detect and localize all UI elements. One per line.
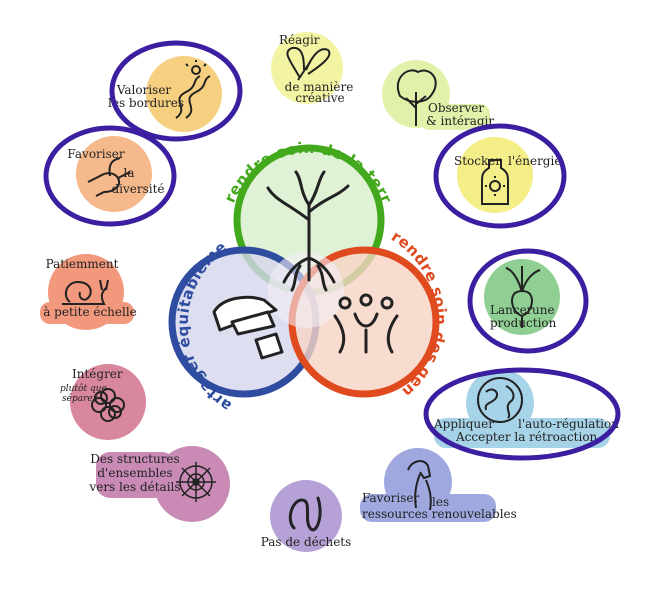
principle-observer-label-2: & intéragir bbox=[426, 114, 494, 128]
ethics-circles bbox=[168, 144, 440, 398]
principle-reagir-label-2: de manière bbox=[285, 80, 354, 94]
principle-reagir: Réagir de manière créative bbox=[271, 32, 353, 105]
principle-valoriser-label-1: Valoriser bbox=[116, 83, 172, 97]
principle-appliquer-label-3: Accepter la rétroaction bbox=[455, 430, 598, 444]
highlight-ring-valoriser bbox=[109, 40, 243, 142]
principle-patiemment: Patiemment à petite échelle bbox=[40, 254, 137, 330]
globe-icon bbox=[477, 377, 523, 423]
people-icon bbox=[333, 293, 399, 354]
principle-favoriser-diversite: Favoriser la diversité bbox=[67, 136, 165, 212]
highlight-ring-lancer bbox=[467, 248, 589, 354]
principle-lancer-label-3: production bbox=[490, 316, 557, 330]
principle-favoriser-ressources-label-1: Favoriser bbox=[362, 491, 420, 505]
principle-favoriser-ressources-label-3: ressources renouvelables bbox=[362, 507, 517, 521]
sharing-icon bbox=[212, 295, 284, 360]
principle-valoriser-label-2: les bordures bbox=[108, 96, 184, 110]
principle-appliquer-label-2: l'auto-régulation bbox=[518, 417, 619, 431]
radish-icon bbox=[505, 266, 541, 328]
principle-appliquer-label-1: Appliquer bbox=[433, 417, 494, 431]
hummingbird-icon bbox=[87, 157, 131, 197]
principle-integrer: Intégrer plutôt que séparer bbox=[60, 364, 146, 440]
principle-patiemment-label-2: à petite échelle bbox=[43, 305, 137, 319]
principle-appliquer: Appliquer l'auto-régulation Accepter la … bbox=[433, 369, 619, 448]
principle-structures-label-1: Des structures bbox=[90, 452, 179, 466]
tree-icon bbox=[397, 69, 437, 126]
principle-reagir-label-1: Réagir bbox=[279, 33, 320, 47]
spiderweb-icon bbox=[176, 462, 216, 502]
principle-lancer-label-1: Lancer bbox=[490, 303, 533, 317]
principle-observer-label-1: Observer bbox=[428, 101, 484, 115]
principle-favoriser-ressources: Favoriser les ressources renouvelables bbox=[360, 448, 517, 522]
principle-integrer-label-2: plutôt que bbox=[60, 383, 107, 394]
principle-stocker: Stocker l'énergie bbox=[454, 137, 561, 213]
center-overlap bbox=[268, 252, 344, 328]
principle-favoriser-diversite-label-3: diversité bbox=[111, 182, 164, 196]
worm-icon bbox=[288, 496, 322, 532]
principle-dechets-label: Pas de déchets bbox=[261, 535, 352, 549]
principle-favoriser-diversite-label-1: Favoriser bbox=[67, 147, 125, 161]
principle-favoriser-diversite-label-2: la bbox=[124, 166, 135, 180]
horse-icon bbox=[407, 460, 432, 511]
principle-dechets: Pas de déchets bbox=[261, 480, 352, 552]
flower-ring-icon bbox=[91, 388, 125, 422]
principle-structures: Des structures d'ensembles vers les déta… bbox=[88, 446, 230, 522]
principle-lancer: Lancer une production bbox=[484, 259, 560, 335]
principle-observer: Observer & intéragir bbox=[382, 60, 494, 130]
principle-integrer-label-3: séparer bbox=[62, 393, 98, 404]
principle-stocker-label-1: Stocker bbox=[454, 154, 501, 168]
principle-structures-label-2: d'ensembles bbox=[97, 466, 172, 480]
highlight-ring-stocker bbox=[433, 123, 567, 229]
principle-reagir-label-3: créative bbox=[295, 91, 344, 105]
principle-favoriser-ressources-label-2: les bbox=[432, 495, 449, 509]
principle-stocker-label-2: l'énergie bbox=[508, 154, 561, 168]
snail-icon bbox=[62, 279, 109, 305]
principle-integrer-label-1: Intégrer bbox=[72, 367, 123, 381]
bottle-sun-icon bbox=[481, 159, 509, 205]
principle-structures-label-3: vers les détails bbox=[88, 480, 180, 494]
principle-lancer-label-2: une bbox=[532, 303, 555, 317]
highlight-ring-appliquer bbox=[423, 367, 621, 461]
tree-roots-icon bbox=[266, 170, 350, 292]
principle-valoriser: Valoriser les bordures bbox=[108, 56, 222, 132]
butterfly-icon bbox=[286, 46, 331, 81]
river-sun-icon bbox=[175, 60, 211, 119]
highlight-ring-diversite bbox=[43, 125, 177, 227]
principle-patiemment-label-1: Patiemment bbox=[46, 257, 119, 271]
